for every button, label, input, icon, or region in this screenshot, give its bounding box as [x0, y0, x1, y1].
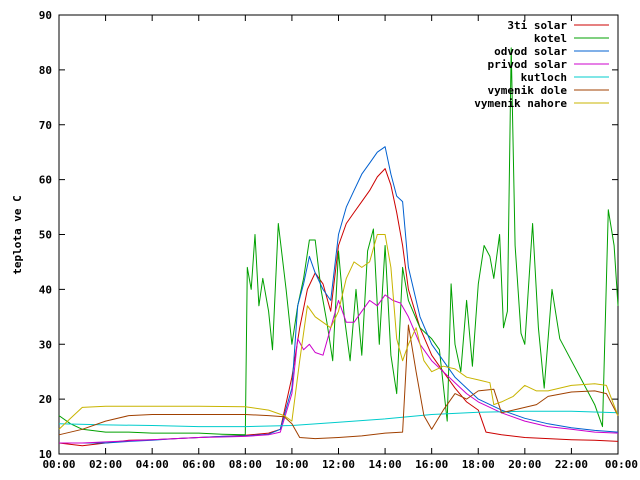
x-tick-label: 16:00 — [415, 458, 448, 471]
series-line-vymenik-dole — [58, 324, 619, 440]
legend-label-kutloch: kutloch — [521, 71, 567, 84]
legend-label-privod-solar: privod solar — [488, 58, 568, 71]
series-line-vymenik-nahore — [58, 234, 619, 430]
x-tick-label: 20:00 — [508, 458, 541, 471]
y-tick-label: 80 — [39, 64, 52, 77]
y-tick-label: 60 — [39, 174, 52, 187]
legend-label-vymenik-dole: vymenik dole — [488, 84, 568, 97]
y-tick-label: 70 — [39, 119, 52, 132]
y-axis-title: teplota ve C — [11, 195, 24, 274]
series-line-privod-solar — [59, 294, 619, 444]
series-line-kutloch — [58, 410, 619, 428]
x-axis: 00:00 02:00 04:00 06:00 08:00 10:00 12:00 14:00… — [42, 15, 638, 471]
x-tick-label: 00:00 — [42, 458, 75, 471]
legend-label-odvod-solar: odvod solar — [494, 45, 567, 58]
y-tick-label: 40 — [39, 283, 52, 296]
series-line-kotel — [58, 47, 619, 436]
y-tick-label: 90 — [39, 9, 52, 22]
x-tick-label: 22:00 — [555, 458, 588, 471]
series-layer — [58, 47, 619, 447]
legend-label-vymenik-nahore: vymenik nahore — [474, 97, 567, 110]
y-tick-label: 10 — [39, 448, 52, 461]
x-tick-label: 10:00 — [275, 458, 308, 471]
y-tick-label: 50 — [39, 229, 52, 242]
x-tick-label: 02:00 — [89, 458, 122, 471]
x-tick-label: 04:00 — [136, 458, 169, 471]
x-tick-label: 08:00 — [229, 458, 262, 471]
legend-label-kotel: kotel — [534, 32, 567, 45]
y-tick-label: 20 — [39, 393, 52, 406]
x-tick-label: 18:00 — [462, 458, 495, 471]
x-tick-label: 12:00 — [322, 458, 355, 471]
x-tick-label: 00:00 — [605, 458, 638, 471]
y-axis: 10 20 30 40 50 60 70 80 90 — [39, 9, 618, 461]
legend-label-3ti-solar: 3ti solar — [507, 19, 567, 32]
y-tick-label: 30 — [39, 338, 52, 351]
x-tick-label: 14:00 — [369, 458, 402, 471]
x-tick-label: 06:00 — [182, 458, 215, 471]
